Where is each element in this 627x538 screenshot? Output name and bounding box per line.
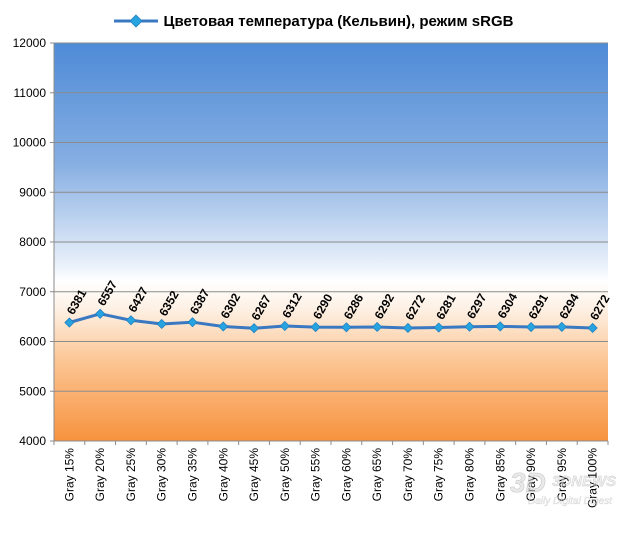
x-tick-label: Gray 80% [463, 448, 477, 502]
y-tick-label: 12000 [13, 36, 47, 50]
legend: Цветовая температура (Кельвин), режим sR… [0, 8, 627, 34]
x-tick-label: Gray 70% [401, 448, 415, 502]
x-axis: Gray 15% Gray 20% Gray 25% Gray 30% Gray 35%… [53, 440, 609, 508]
y-tick-label: 9000 [19, 185, 46, 199]
x-tick-label: Gray 75% [432, 448, 446, 502]
x-tick-label: Gray 50% [278, 448, 292, 502]
x-tick-label: Gray 30% [155, 448, 169, 502]
grid-layer [54, 42, 608, 442]
data-point-marker [464, 321, 475, 332]
legend-swatch-icon [113, 14, 158, 28]
x-tick-label: Gray 95% [555, 448, 569, 502]
y-tick-label: 6000 [19, 335, 46, 349]
legend-series-label: Цветовая температура (Кельвин), режим sR… [163, 12, 514, 30]
data-point-marker [156, 318, 167, 330]
data-point-marker [95, 308, 106, 319]
data-point-marker [125, 315, 137, 326]
x-tick-label: Gray 90% [524, 448, 538, 502]
data-point-marker [64, 317, 75, 328]
data-point-marker [372, 321, 383, 333]
x-tick-label: Gray 35% [186, 448, 200, 502]
y-tick-label: 8000 [19, 235, 46, 249]
x-tick-label: Gray 40% [216, 448, 230, 502]
x-tick-label: Gray 25% [124, 448, 138, 502]
y-tick-label: 4000 [19, 434, 46, 448]
series-line-layer [68, 312, 593, 330]
x-tick-label: Gray 85% [493, 448, 507, 502]
y-tick-label: 10000 [13, 136, 47, 150]
data-point-marker [495, 321, 506, 332]
x-tick-label: Gray 55% [309, 448, 323, 502]
data-point-marker [218, 321, 229, 332]
data-point-marker [279, 320, 290, 332]
data-point-marker [556, 321, 567, 332]
x-tick-label: Gray 60% [339, 448, 353, 502]
data-point-marker [525, 321, 537, 333]
x-tick-label: Gray 20% [93, 448, 107, 502]
data-point-marker [341, 322, 352, 333]
series-line [68, 312, 593, 330]
x-tick-label: Gray 45% [247, 448, 261, 502]
y-axis: 4000 5000 6000 7000 8000 9000 10000 11000 12000 [13, 36, 55, 448]
y-tick-label: 5000 [19, 384, 46, 398]
y-tick-label: 7000 [19, 285, 46, 299]
x-tick-label: Gray 100% [586, 448, 600, 508]
x-tick-label: Gray 15% [62, 448, 76, 502]
y-tick-label: 11000 [14, 86, 47, 100]
data-point-marker [187, 317, 198, 328]
data-point-marker [433, 322, 444, 333]
data-point-marker [587, 322, 598, 334]
x-tick-label: Gray 65% [370, 448, 384, 502]
marker-layer [64, 308, 598, 334]
data-point-marker [402, 322, 414, 334]
data-point-marker [248, 323, 260, 334]
data-point-marker [310, 322, 321, 333]
